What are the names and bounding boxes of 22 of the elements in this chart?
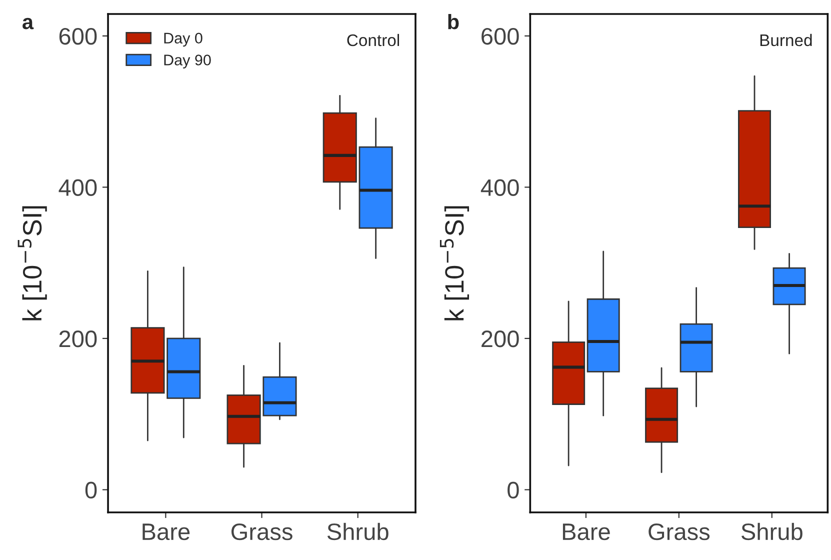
legend-label: Day 90	[164, 54, 211, 68]
text: a	[22, 18, 34, 30]
x-tick-label: Shrub	[741, 522, 802, 540]
x-tick-label: Grass	[231, 523, 292, 540]
text: b	[448, 14, 459, 30]
y-axis-title: k [10$^{−5}$SI]	[18, 206, 47, 320]
y-tick-label: 200	[59, 330, 97, 348]
y-tick-label: 600	[59, 28, 97, 45]
x-tick-label: Bare	[562, 524, 610, 540]
x-tick-label: Grass	[648, 523, 710, 540]
x-tick-label: Bare	[142, 524, 190, 540]
y-tick-label: 400	[480, 179, 519, 196]
legend-label: Day 0	[164, 32, 202, 47]
y-tick-label: 0	[508, 482, 519, 498]
x-tick-label: Shrub	[327, 522, 388, 540]
y-tick-label: 400	[58, 179, 97, 196]
annotation: Burned	[760, 34, 812, 46]
y-tick-label: 0	[85, 482, 97, 498]
y-tick-label: 200	[482, 330, 519, 348]
annotation: Control	[347, 34, 400, 46]
y-axis-title: k [10$^{−5}$SI]	[440, 206, 470, 320]
y-tick-label: 600	[482, 28, 519, 45]
